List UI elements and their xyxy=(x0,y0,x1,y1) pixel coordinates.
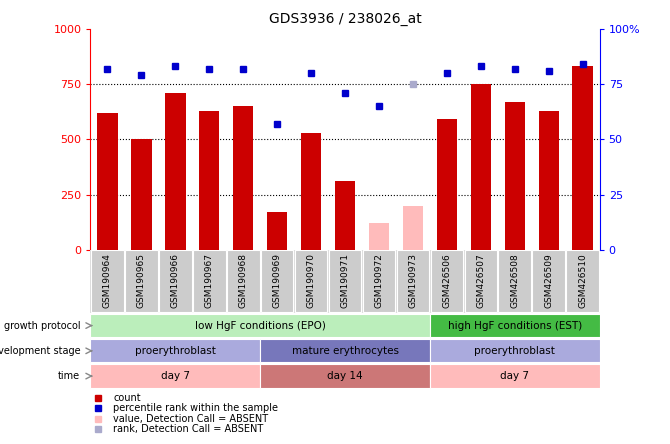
Bar xyxy=(301,133,322,250)
Text: day 7: day 7 xyxy=(500,371,529,381)
Text: GSM426506: GSM426506 xyxy=(442,253,452,308)
Title: GDS3936 / 238026_at: GDS3936 / 238026_at xyxy=(269,12,421,27)
Bar xyxy=(131,139,151,250)
Text: day 7: day 7 xyxy=(161,371,190,381)
FancyBboxPatch shape xyxy=(533,250,565,312)
Text: value, Detection Call = ABSENT: value, Detection Call = ABSENT xyxy=(113,414,269,424)
Text: day 14: day 14 xyxy=(327,371,363,381)
FancyBboxPatch shape xyxy=(125,250,157,312)
Text: GSM190967: GSM190967 xyxy=(205,253,214,308)
FancyBboxPatch shape xyxy=(90,365,260,388)
FancyBboxPatch shape xyxy=(260,339,430,362)
Bar xyxy=(470,84,491,250)
Text: GSM190971: GSM190971 xyxy=(340,253,350,308)
FancyBboxPatch shape xyxy=(329,250,361,312)
FancyBboxPatch shape xyxy=(295,250,328,312)
FancyBboxPatch shape xyxy=(431,250,463,312)
Bar xyxy=(233,106,253,250)
Text: GSM190965: GSM190965 xyxy=(137,253,146,308)
Text: GSM190969: GSM190969 xyxy=(273,253,281,308)
FancyBboxPatch shape xyxy=(498,250,531,312)
Bar xyxy=(505,102,525,250)
FancyBboxPatch shape xyxy=(464,250,497,312)
Bar xyxy=(97,113,118,250)
Bar xyxy=(539,111,559,250)
Text: percentile rank within the sample: percentile rank within the sample xyxy=(113,403,278,413)
Bar xyxy=(437,119,457,250)
FancyBboxPatch shape xyxy=(90,314,430,337)
FancyBboxPatch shape xyxy=(566,250,599,312)
FancyBboxPatch shape xyxy=(430,314,600,337)
Text: GSM426510: GSM426510 xyxy=(578,253,587,308)
FancyBboxPatch shape xyxy=(193,250,226,312)
FancyBboxPatch shape xyxy=(430,365,600,388)
Text: rank, Detection Call = ABSENT: rank, Detection Call = ABSENT xyxy=(113,424,263,434)
Bar xyxy=(335,181,355,250)
Text: GSM190966: GSM190966 xyxy=(171,253,180,308)
Bar xyxy=(403,206,423,250)
Text: GSM190973: GSM190973 xyxy=(409,253,417,308)
Bar xyxy=(267,212,287,250)
FancyBboxPatch shape xyxy=(159,250,192,312)
FancyBboxPatch shape xyxy=(91,250,124,312)
FancyBboxPatch shape xyxy=(227,250,259,312)
FancyBboxPatch shape xyxy=(397,250,429,312)
FancyBboxPatch shape xyxy=(430,339,600,362)
Text: GSM190968: GSM190968 xyxy=(239,253,248,308)
Text: proerythroblast: proerythroblast xyxy=(474,346,555,356)
Text: GSM426509: GSM426509 xyxy=(544,253,553,308)
Text: GSM190972: GSM190972 xyxy=(375,253,383,308)
Text: low HgF conditions (EPO): low HgF conditions (EPO) xyxy=(195,321,326,331)
Text: GSM426507: GSM426507 xyxy=(476,253,485,308)
Text: time: time xyxy=(58,371,80,381)
FancyBboxPatch shape xyxy=(362,250,395,312)
Text: high HgF conditions (EST): high HgF conditions (EST) xyxy=(448,321,582,331)
FancyBboxPatch shape xyxy=(260,365,430,388)
FancyBboxPatch shape xyxy=(261,250,293,312)
Text: count: count xyxy=(113,392,141,403)
Bar xyxy=(165,93,186,250)
Bar xyxy=(369,223,389,250)
Text: mature erythrocytes: mature erythrocytes xyxy=(291,346,399,356)
Text: growth protocol: growth protocol xyxy=(3,321,80,331)
Bar xyxy=(199,111,220,250)
Text: GSM190964: GSM190964 xyxy=(103,253,112,308)
Text: development stage: development stage xyxy=(0,346,80,356)
FancyBboxPatch shape xyxy=(90,339,260,362)
Text: GSM426508: GSM426508 xyxy=(511,253,519,308)
Text: proerythroblast: proerythroblast xyxy=(135,346,216,356)
Bar xyxy=(572,67,593,250)
Text: GSM190970: GSM190970 xyxy=(307,253,316,308)
